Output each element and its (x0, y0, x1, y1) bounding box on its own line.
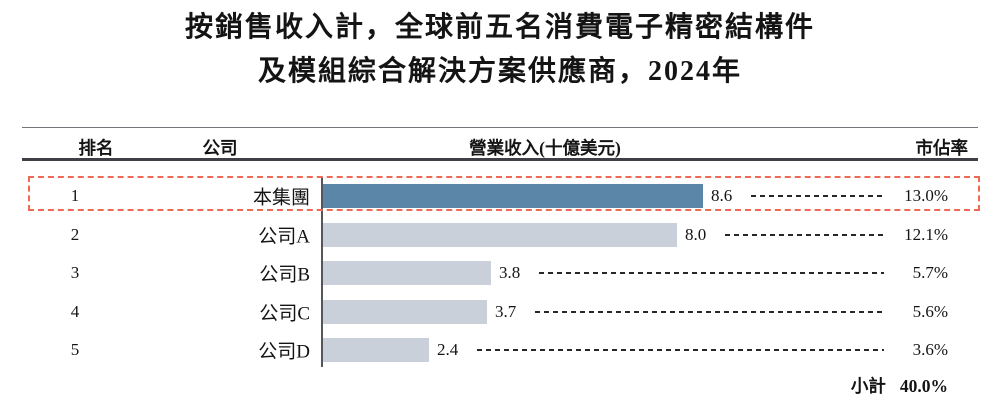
figure-title-line1: 按銷售收入計，全球前五名消費電子精密結構件 (184, 12, 815, 43)
revenue-value: 2.4 (437, 340, 459, 360)
axis-line (321, 177, 323, 367)
subtotal-label: 小計 (850, 376, 886, 396)
figure-title-line2: 及模組綜合解決方案供應商，2024年 (257, 56, 742, 87)
company-cell: 公司D (258, 341, 310, 363)
table-row: 3 公司B 3.8 5.7% (0, 254, 1000, 293)
company-cell: 公司B (259, 264, 310, 286)
leader-line (725, 233, 884, 236)
rank-cell: 3 (70, 263, 80, 283)
leader-line (477, 349, 884, 352)
market-share-value: 3.6% (912, 340, 948, 360)
subtotal: 小計 40.0% (700, 373, 948, 398)
highlight-box (28, 176, 980, 211)
leader-line (535, 310, 884, 313)
table-row: 4 公司C 3.7 5.6% (0, 293, 1000, 332)
table-top-rule (22, 127, 978, 128)
company-cell: 本集團 (252, 187, 310, 209)
figure-title: 按銷售收入計，全球前五名消費電子精密結構件 及模組綜合解決方案供應商，2024年 (0, 6, 1000, 94)
company-cell: 公司C (259, 303, 310, 325)
column-header-company: 公司 (202, 138, 238, 158)
rank-cell: 4 (70, 301, 80, 321)
column-header-revenue: 營業收入(十億美元) (469, 138, 621, 158)
table-header-rule (22, 158, 978, 161)
leader-line (539, 272, 884, 275)
rank-cell: 2 (70, 224, 80, 244)
chart-rows: 1 本集團 8.6 13.0% 2 公司A 8.0 12.1% 3 公司B 3.… (0, 177, 1000, 370)
column-header-market-share: 市佔率 (915, 138, 969, 158)
table-row: 2 公司A 8.0 12.1% (0, 216, 1000, 255)
table-row: 1 本集團 8.6 13.0% (0, 177, 1000, 216)
revenue-bar (323, 338, 429, 363)
market-share-value: 5.7% (912, 263, 948, 283)
revenue-value: 3.8 (499, 263, 521, 283)
column-header-rank: 排名 (78, 138, 114, 158)
table-row: 5 公司D 2.4 3.6% (0, 331, 1000, 370)
company-cell: 公司A (258, 226, 310, 248)
revenue-bar (323, 299, 487, 324)
subtotal-value: 40.0% (899, 376, 948, 396)
leader-line (751, 195, 884, 198)
revenue-value: 3.7 (495, 301, 517, 321)
revenue-bar (323, 184, 703, 209)
market-share-value: 12.1% (904, 224, 948, 244)
market-share-value: 13.0% (904, 186, 948, 206)
revenue-bar (323, 261, 491, 286)
revenue-value: 8.6 (711, 186, 733, 206)
rank-cell: 1 (70, 186, 80, 206)
revenue-bar (323, 222, 677, 247)
rank-cell: 5 (70, 340, 80, 360)
market-share-value: 5.6% (912, 301, 948, 321)
revenue-value: 8.0 (685, 224, 707, 244)
